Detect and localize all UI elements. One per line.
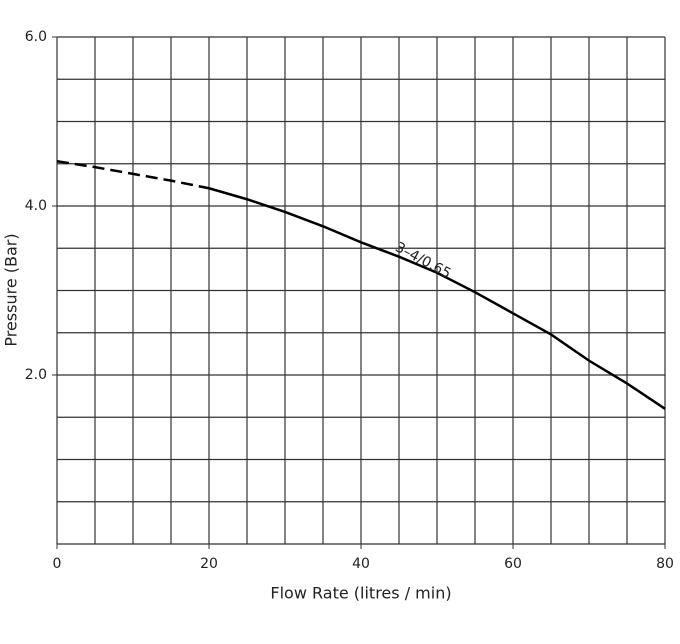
x-tick-label: 60	[504, 556, 522, 572]
x-axis-label: Flow Rate (litres / min)	[270, 584, 451, 603]
y-axis-label: Pressure (Bar)	[2, 233, 21, 346]
y-tick-label: 2.0	[25, 367, 47, 383]
x-tick-label: 80	[656, 556, 674, 572]
x-tick-label: 0	[53, 556, 62, 572]
y-tick-label: 4.0	[25, 198, 47, 214]
curve	[56, 159, 210, 190]
x-tick-label: 20	[200, 556, 218, 572]
curve-label: 3–4/0.65	[392, 239, 453, 282]
x-tick-label: 40	[352, 556, 370, 572]
y-tick-label: 6.0	[25, 29, 47, 45]
curve	[208, 187, 666, 410]
